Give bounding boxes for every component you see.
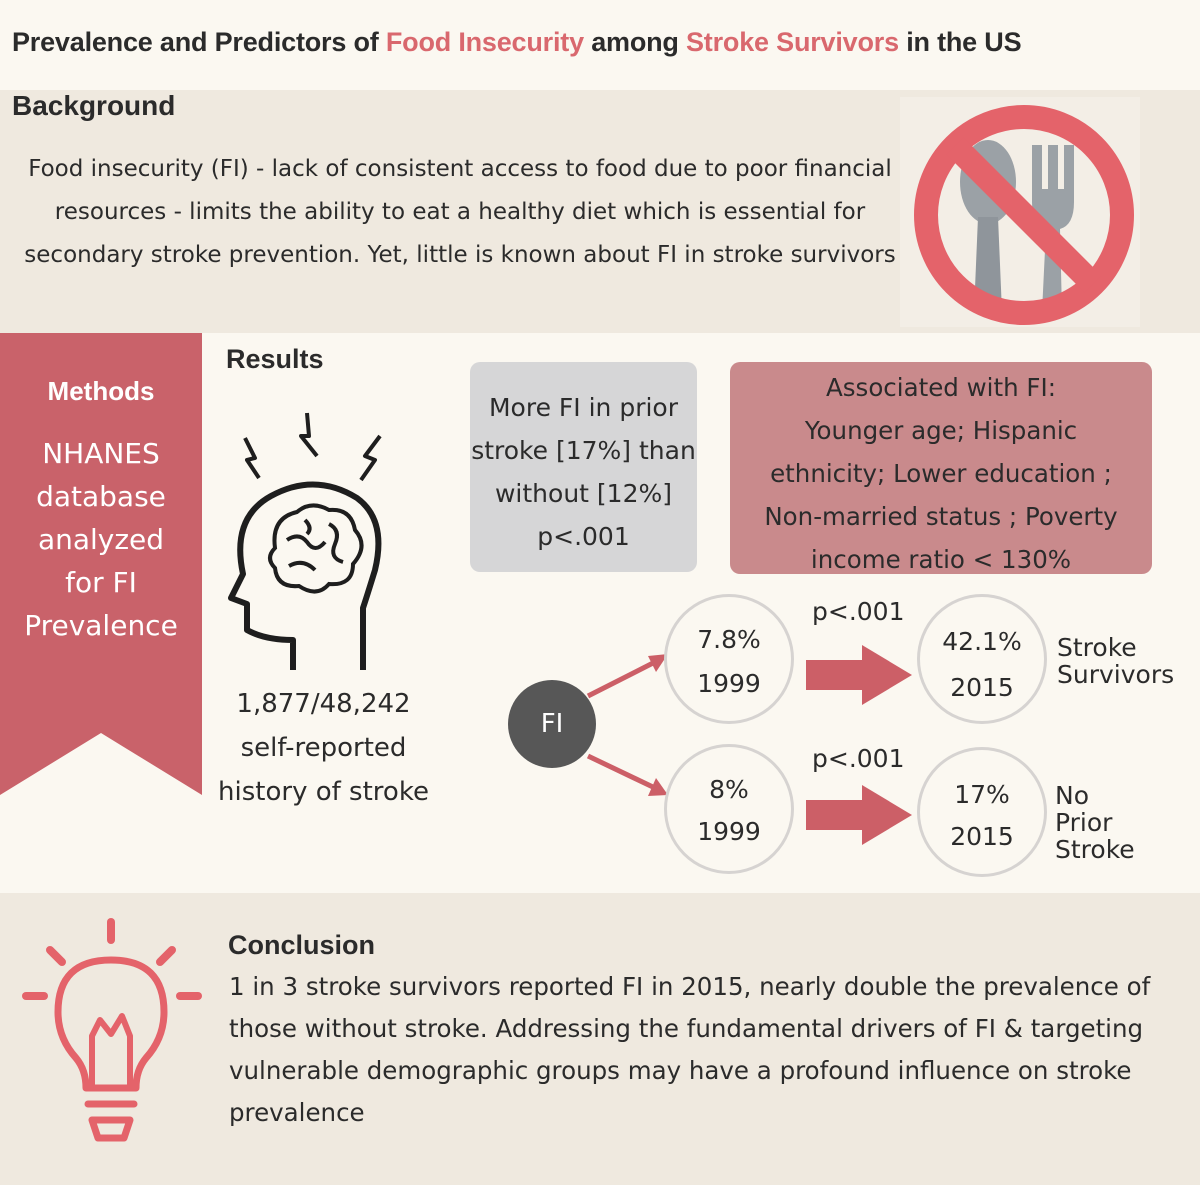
page-title: Prevalence and Predictors of Food Insecu… (12, 27, 1022, 58)
title-highlight-food-insecurity: Food Insecurity (385, 27, 584, 57)
associated-factors-text: Associated with FI: Younger age; Hispani… (730, 366, 1152, 581)
stroke-count-line: history of stroke (218, 777, 429, 807)
spark-right (359, 434, 382, 482)
stroke-count-line: 1,877/48,242 (236, 689, 411, 719)
background-text: Food insecurity (FI) - lack of consisten… (24, 156, 896, 268)
head-outline (228, 481, 382, 670)
stroke-survivors-label: Stroke Survivors (1057, 634, 1174, 688)
branch-arrow-up (586, 654, 668, 699)
group-label-line: Prior (1055, 808, 1113, 837)
stroke-2015-year: 2015 (950, 673, 1014, 702)
stroke-1999-value: 7.8% (697, 625, 761, 654)
brain-shape (268, 503, 364, 594)
associated-line: Younger age; Hispanic (804, 416, 1078, 445)
associated-line: Associated with FI: (826, 373, 1056, 402)
no-prior-stroke-label: No Prior Stroke (1055, 782, 1135, 863)
stroke-count-text: 1,877/48,242 self-reported history of st… (206, 682, 441, 814)
no-stroke-1999-circle: 8% 1999 (664, 744, 794, 874)
no-food-icon (900, 97, 1140, 327)
methods-heading: Methods (47, 376, 155, 406)
title-part-3: in the US (898, 27, 1022, 57)
no-stroke-2015-year: 2015 (950, 822, 1014, 851)
associated-line: Non-married status ; Poverty (764, 502, 1118, 531)
associated-line: ethnicity; Lower education ; (770, 459, 1112, 488)
group-label-line: Survivors (1057, 660, 1175, 689)
light-rays (22, 918, 202, 1000)
prior-stroke-line: p<.001 (537, 522, 630, 551)
stroke-1999-circle: 7.8% 1999 (664, 594, 794, 724)
spark-middle (299, 412, 319, 458)
conclusion-heading: Conclusion (228, 930, 375, 960)
prior-stroke-line: stroke [17%] than (471, 436, 696, 465)
stroke-2015-circle: 42.1% 2015 (917, 594, 1047, 724)
bulb-base (88, 1116, 134, 1142)
conclusion-text: 1 in 3 stroke survivors reported FI in 2… (229, 972, 1151, 1127)
stroke-pvalue: p<.001 (812, 597, 905, 626)
title-bar: Prevalence and Predictors of Food Insecu… (0, 0, 1200, 90)
methods-line: for FI (65, 566, 137, 599)
stroke-2015-value: 42.1% (942, 627, 1022, 656)
group-label-line: Stroke (1055, 835, 1135, 864)
bulb-filament (89, 1013, 133, 1088)
no-stroke-2015-value: 17% (954, 780, 1010, 809)
brain-head-icon (228, 412, 382, 670)
title-part-2: among (583, 27, 686, 57)
spark-left (243, 437, 261, 480)
prior-stroke-line: More FI in prior (488, 393, 679, 422)
prior-stroke-text: More FI in prior stroke [17%] than witho… (470, 386, 697, 558)
bulb-glass (54, 956, 168, 1092)
prohibition-circle (914, 105, 1134, 325)
methods-line: analyzed (37, 523, 165, 556)
methods-line: Prevalence (24, 609, 178, 642)
prohibition-slash (946, 137, 1102, 293)
no-stroke-2015-circle: 17% 2015 (917, 747, 1047, 877)
title-part-1: Prevalence and Predictors of (12, 27, 386, 57)
stroke-count-line: self-reported (240, 733, 407, 763)
associated-line: income ratio < 130% (810, 545, 1072, 574)
no-stroke-1999-value: 8% (709, 775, 749, 804)
lightbulb-icon (22, 918, 202, 1142)
associated-factors-box: Associated with FI: Younger age; Hispani… (730, 362, 1152, 574)
no-stroke-pvalue: p<.001 (812, 744, 905, 773)
group-label-line: Stroke (1057, 633, 1137, 662)
results-heading: Results (226, 344, 324, 374)
group-label-line: No (1055, 781, 1089, 810)
prior-stroke-line: without [12%] (494, 479, 672, 508)
trend-arrow-stroke (806, 645, 912, 705)
title-highlight-stroke-survivors: Stroke Survivors (686, 27, 899, 57)
methods-line: NHANES (42, 437, 160, 470)
background-heading: Background (12, 90, 176, 121)
fi-node: FI (508, 680, 596, 768)
branch-arrow-down (586, 753, 668, 796)
stroke-1999-year: 1999 (697, 669, 761, 698)
prior-stroke-box: More FI in prior stroke [17%] than witho… (470, 362, 697, 572)
trend-arrow-no-stroke (806, 785, 912, 845)
methods-line: database (36, 480, 166, 513)
methods-ribbon (0, 333, 202, 795)
methods-text: NHANES database analyzed for FI Prevalen… (0, 432, 202, 647)
no-stroke-1999-year: 1999 (697, 817, 761, 846)
